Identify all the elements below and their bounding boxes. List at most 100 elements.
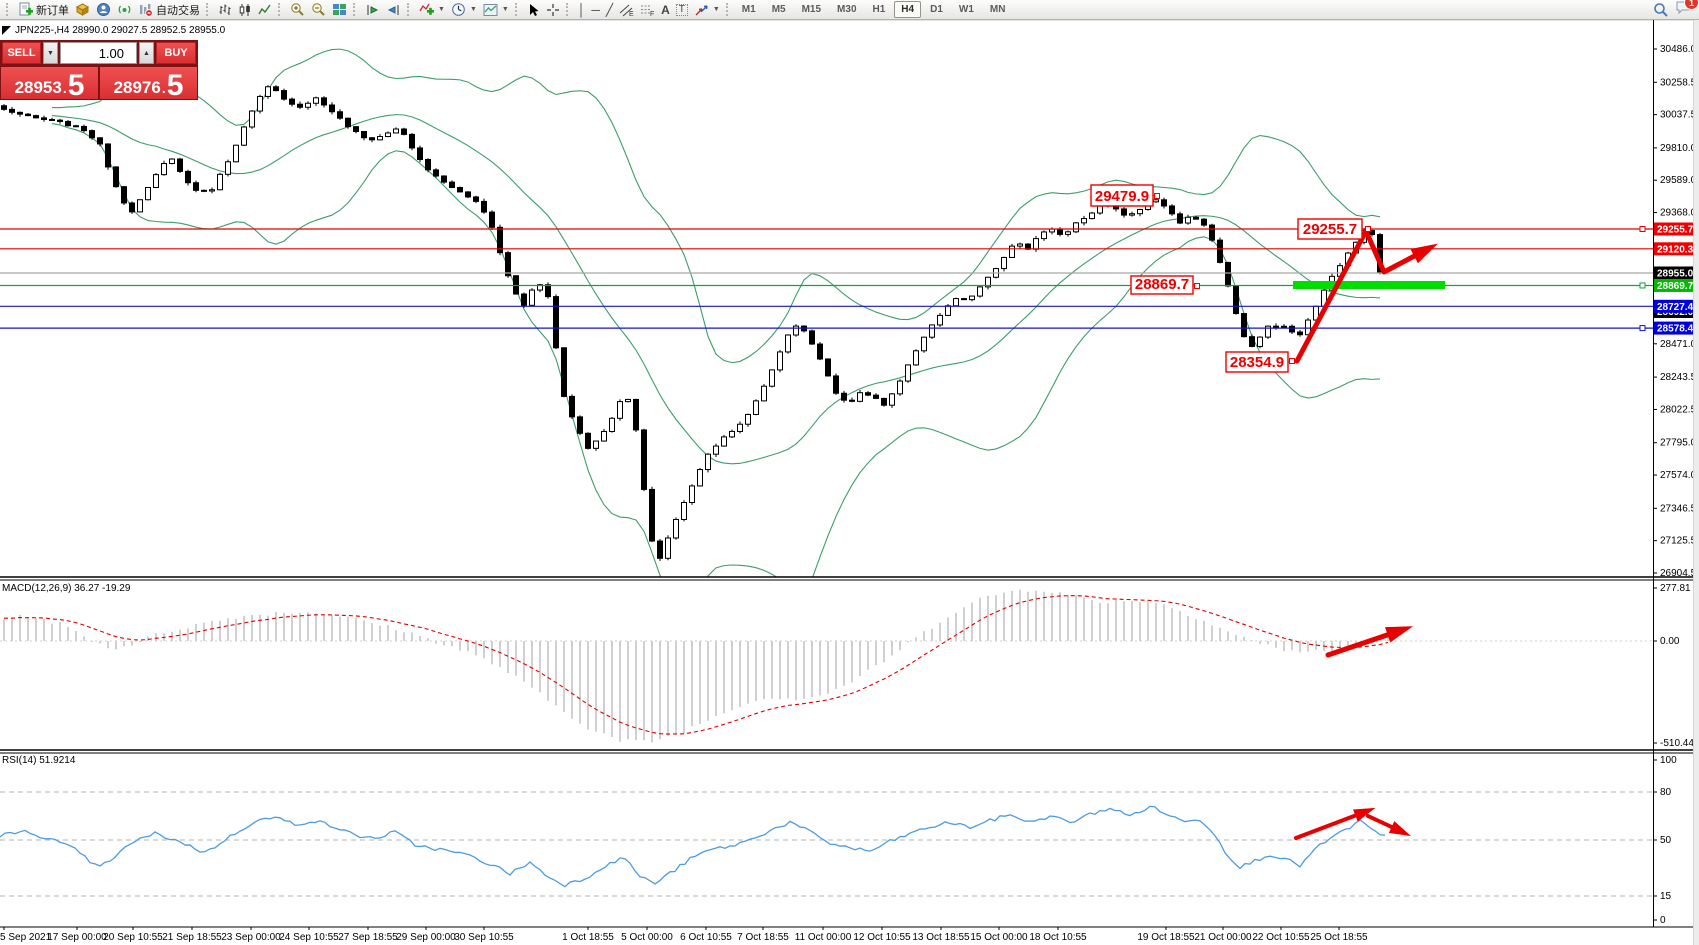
time-axis-label: 25 Oct 18:55 — [1310, 932, 1368, 943]
indicators-icon — [419, 3, 434, 15]
horizontal-line-tool[interactable]: ─ — [588, 1, 603, 19]
signals-button[interactable] — [114, 1, 135, 19]
trade-panel-top-row: SELL ▼ 1.00 ▲ BUY — [0, 42, 198, 64]
tile-windows-icon — [333, 4, 346, 15]
signals-icon — [118, 5, 131, 14]
marketwatch-button[interactable] — [72, 1, 93, 19]
time-axis-label: 5 Sep 2021 — [0, 932, 52, 943]
search-icon[interactable] — [1653, 2, 1669, 18]
buy-button[interactable]: BUY — [156, 42, 196, 64]
volume-increase-button[interactable]: ▲ — [139, 42, 154, 64]
channel-tool[interactable]: E — [616, 1, 637, 19]
svg-text:E: E — [629, 11, 634, 17]
hline-icon: ─ — [591, 2, 600, 17]
new-order-button[interactable]: 新订单 — [15, 1, 72, 19]
timeframe-M5[interactable]: M5 — [771, 4, 786, 15]
time-axis-label: 7 Oct 18:55 — [737, 932, 789, 943]
periods-button[interactable]: ▼ — [448, 1, 480, 19]
annotation-box — [1130, 275, 1194, 295]
timeframe-MN[interactable]: MN — [989, 4, 1006, 15]
sell-price-box[interactable]: 28953 . 5 — [1, 67, 98, 100]
zoom-out-button[interactable] — [308, 1, 329, 19]
sell-button[interactable]: SELL — [2, 42, 41, 64]
svg-text:27346.5: 27346.5 — [1660, 503, 1697, 514]
svg-text:27795.0: 27795.0 — [1660, 438, 1697, 449]
dropdown-caret-icon: ▼ — [438, 6, 445, 13]
time-axis-label: 6 Oct 10:55 — [680, 932, 732, 943]
bar-chart-icon — [219, 4, 231, 15]
horizontal-price-lines — [0, 226, 1653, 332]
zoom-in-button[interactable] — [287, 1, 308, 19]
timeframe-H4[interactable]: H4 — [894, 1, 922, 18]
cursor-tool-button[interactable] — [524, 1, 543, 19]
fibonacci-tool[interactable]: F — [637, 1, 658, 19]
time-axis-label: 20 Sep 10:55 — [103, 932, 163, 943]
time-axis-label: 29 Sep 00:00 — [396, 932, 456, 943]
fibonacci-icon: F — [641, 5, 654, 17]
timeframe-H1[interactable]: H1 — [872, 4, 886, 15]
timeframe-M15[interactable]: M15 — [801, 4, 822, 15]
timeframe-M30[interactable]: M30 — [837, 4, 857, 15]
toolbar-grip — [353, 3, 359, 16]
svg-text:15: 15 — [1660, 891, 1672, 902]
buy-price-box[interactable]: 28976 . 5 — [100, 67, 197, 100]
timeframe-W1[interactable]: W1 — [958, 4, 974, 15]
autoscroll-button[interactable] — [362, 1, 383, 19]
chart-title-text: JPN225-,H4 28990.0 29027.5 28952.5 28955… — [15, 25, 226, 36]
time-axis-label: 13 Oct 18:55 — [912, 932, 970, 943]
svg-text:30486.0: 30486.0 — [1660, 44, 1697, 55]
toolbar-grip — [278, 3, 284, 16]
autotrading-button[interactable]: 自动交易 — [135, 1, 203, 19]
vertical-line-tool[interactable]: │ — [575, 1, 589, 19]
crosshair-icon — [546, 3, 559, 16]
volume-decrease-button[interactable]: ▼ — [43, 42, 58, 64]
chart-shift-button[interactable] — [383, 1, 404, 19]
svg-text:100: 100 — [1660, 755, 1677, 766]
svg-text:29255.7: 29255.7 — [1657, 225, 1694, 236]
chart-title: JPN225-,H4 28990.0 29027.5 28952.5 28955… — [2, 25, 225, 36]
timeframe-group: M1 M5 M15 M30 H1 H4 D1 W1 MN — [735, 1, 1013, 18]
timeframe-M1[interactable]: M1 — [741, 4, 756, 15]
vline-icon: │ — [577, 2, 586, 17]
volume-input[interactable]: 1.00 — [60, 42, 137, 64]
clock-icon — [452, 3, 465, 16]
one-click-trading-panel: SELL ▼ 1.00 ▲ BUY 28953 . 5 28976 . 5 — [0, 40, 198, 100]
time-axis-label: 24 Sep 10:55 — [279, 932, 339, 943]
trendline-tool[interactable]: ╱ — [603, 1, 616, 19]
label-tool[interactable]: T — [673, 1, 691, 19]
time-axis-label: 22 Oct 10:55 — [1252, 932, 1310, 943]
svg-text:277.81: 277.81 — [1660, 583, 1691, 594]
line-chart-button[interactable] — [255, 1, 275, 19]
toolbar-grip — [6, 3, 12, 16]
zoom-out-icon — [312, 3, 325, 16]
svg-text:0: 0 — [1660, 915, 1666, 926]
trend-arrow — [1294, 228, 1425, 364]
new-order-label: 新订单 — [36, 4, 69, 17]
notifications-button[interactable]: 1 — [1675, 0, 1699, 20]
bar-chart-button[interactable] — [215, 1, 235, 19]
price-axis[interactable]: 30486.0 30258.5 30037.5 29810.0 29589.0 29368… — [1653, 44, 1699, 579]
time-axis-label: 27 Sep 18:55 — [338, 932, 398, 943]
trade-panel-price-row: 28953 . 5 28976 . 5 — [0, 67, 198, 100]
indicators-button[interactable]: ▼ — [416, 1, 448, 19]
svg-text:0.00: 0.00 — [1660, 636, 1680, 647]
community-button[interactable] — [93, 1, 114, 19]
buy-price-main: 28976 — [113, 78, 161, 97]
candlestick-chart-button[interactable] — [235, 1, 255, 19]
trend-arrows — [1294, 228, 1438, 840]
rsi-panel — [0, 791, 1653, 897]
svg-text:-510.44: -510.44 — [1660, 738, 1694, 749]
templates-button[interactable]: ▼ — [480, 1, 512, 19]
cursor-icon — [529, 3, 539, 16]
shapes-arrows-icon — [695, 4, 708, 15]
shapes-tool[interactable]: ▼ — [691, 1, 723, 19]
tile-windows-button[interactable] — [329, 1, 350, 19]
sell-price-main: 28953 — [14, 78, 62, 97]
text-tool[interactable]: A — [658, 1, 673, 19]
time-axis-label: 21 Sep 18:55 — [162, 932, 222, 943]
timeframe-D1[interactable]: D1 — [930, 4, 943, 15]
price-annotations: 29479.9 29255.7 28869.7 28354.9 — [1090, 184, 1371, 373]
crosshair-tool-button[interactable] — [543, 1, 563, 19]
